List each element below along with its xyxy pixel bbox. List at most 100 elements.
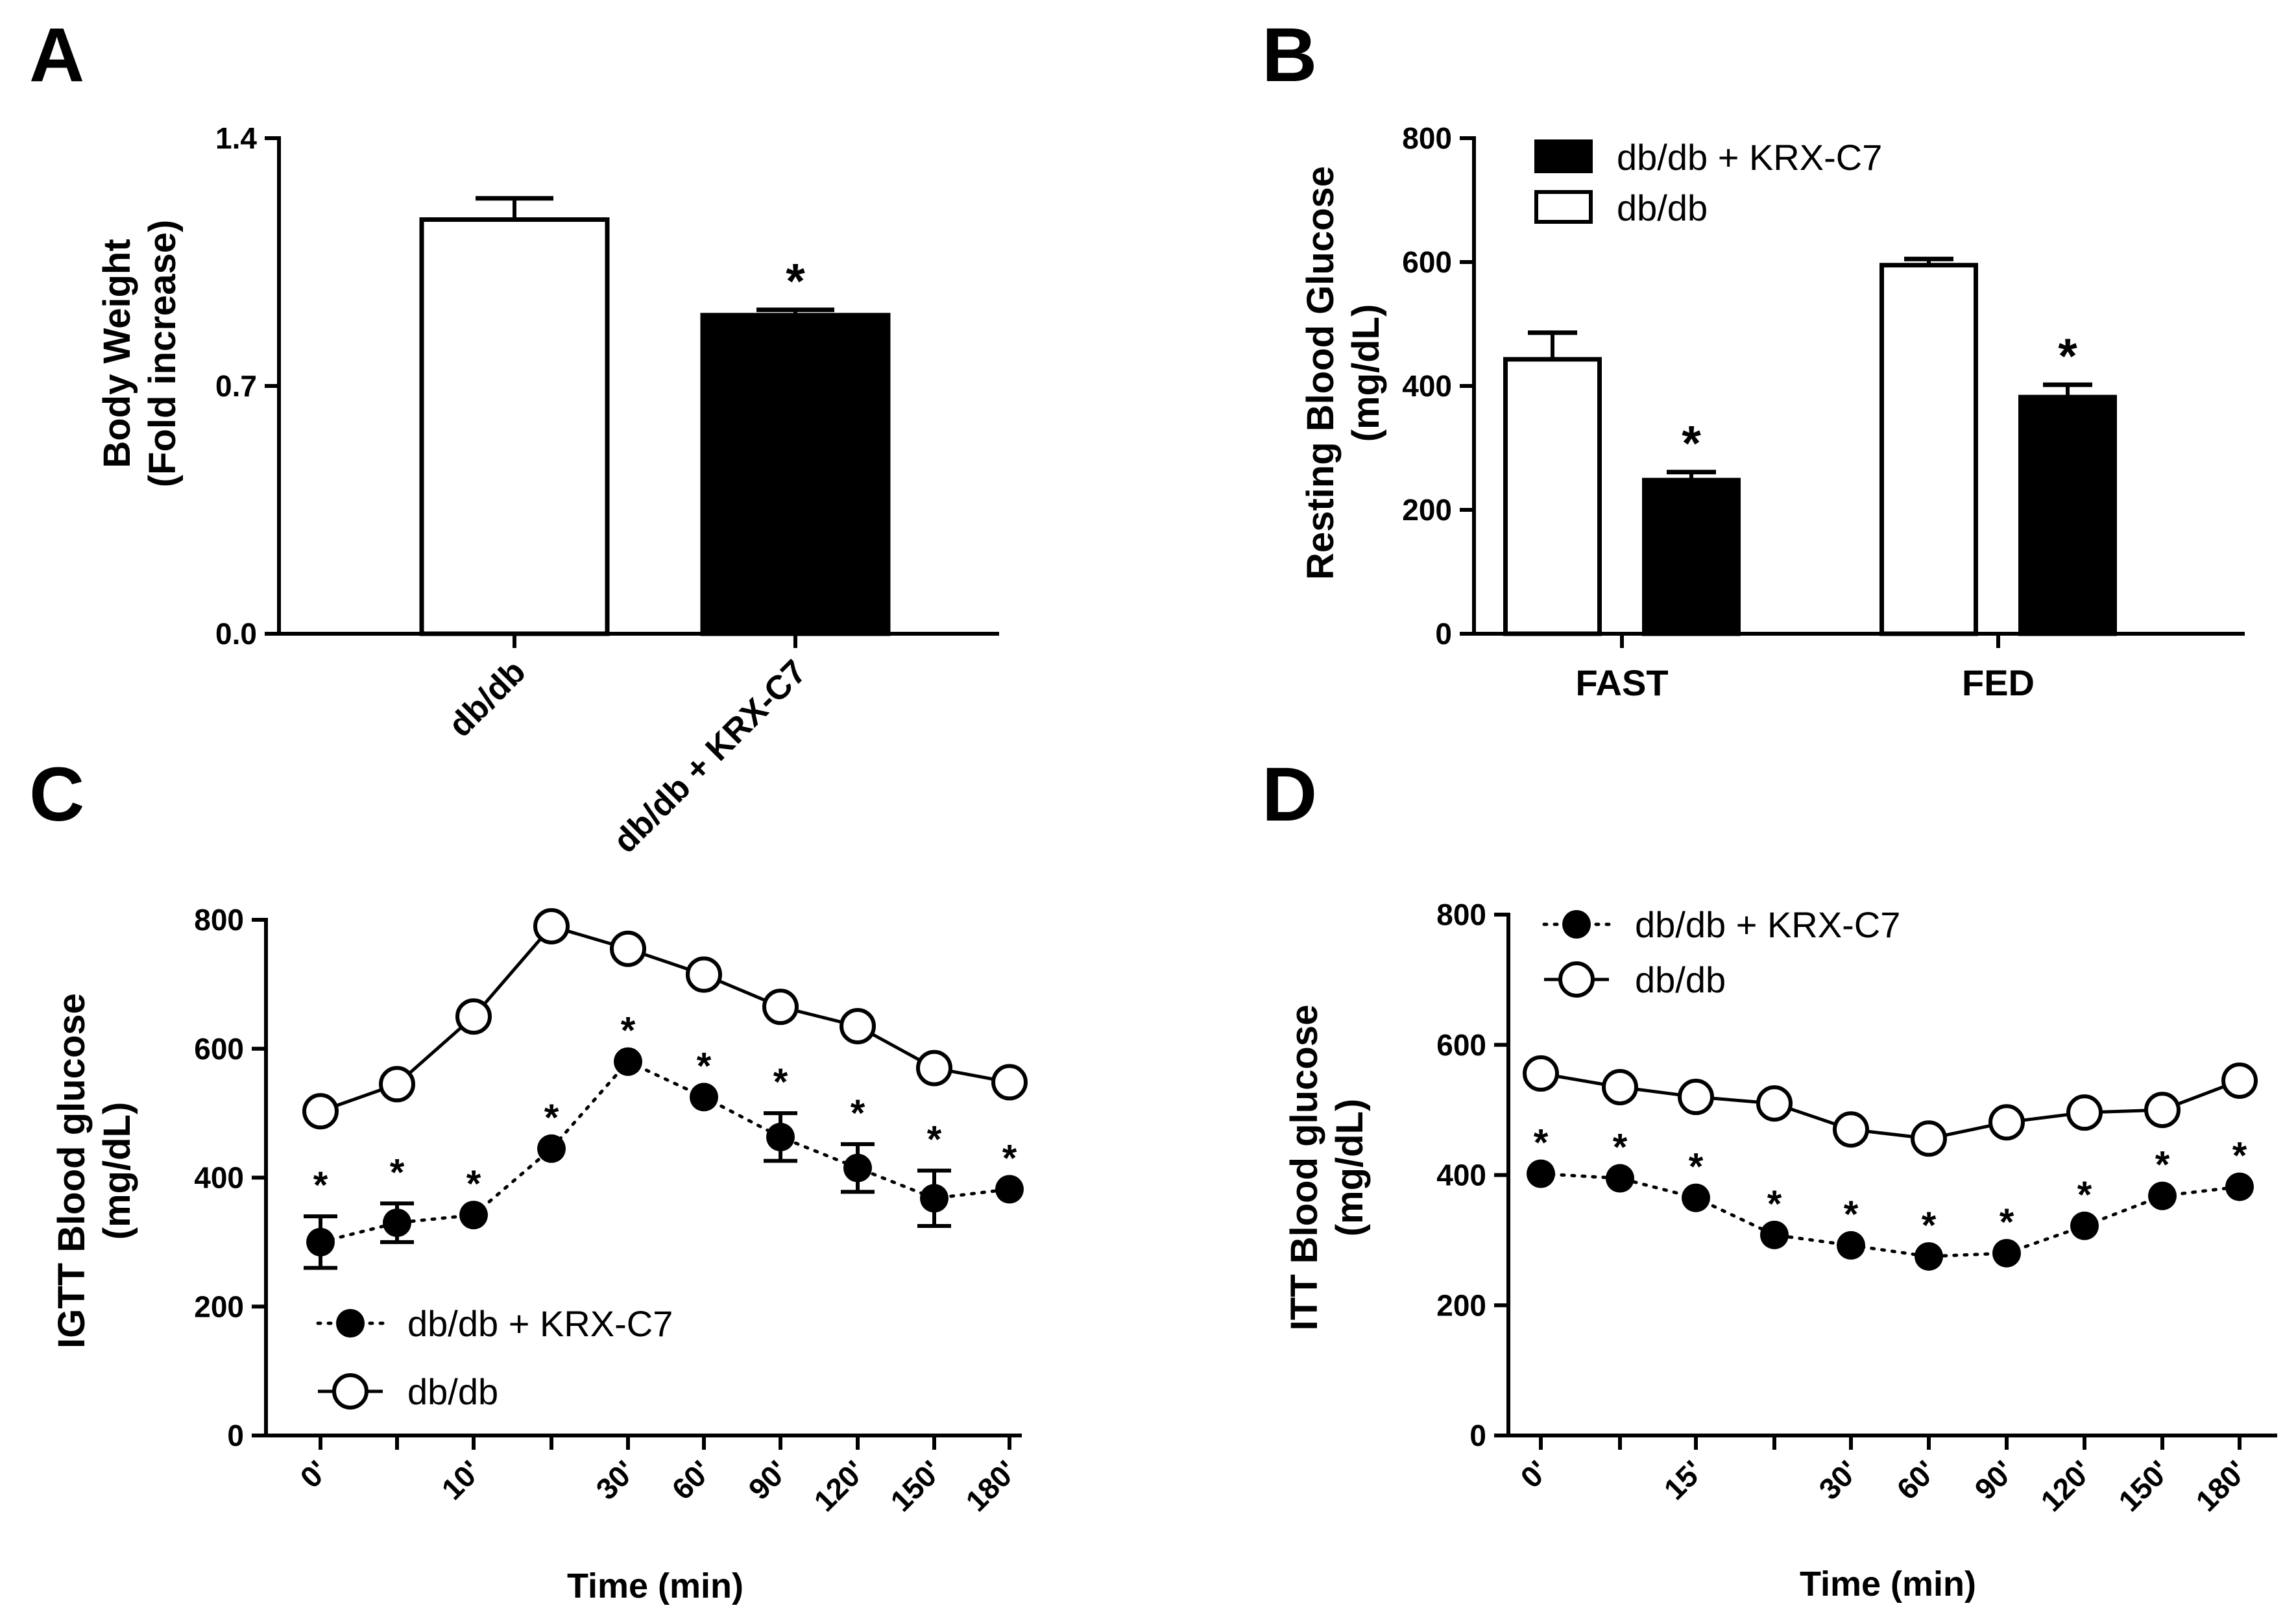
panel-b-legend-label-1: db/db + KRX-C7 bbox=[1617, 137, 1882, 178]
panel-c-y-tick-label: 400 bbox=[194, 1161, 244, 1195]
significance-star: * bbox=[773, 1061, 788, 1103]
significance-star: * bbox=[2155, 1144, 2170, 1186]
data-point-control bbox=[455, 998, 492, 1035]
panel-c-x-label: Time (min) bbox=[567, 1567, 743, 1605]
data-point-control bbox=[2066, 1094, 2103, 1131]
data-point-control bbox=[762, 989, 799, 1026]
data-point-control bbox=[2144, 1092, 2181, 1129]
panel-c-marks: * * * * * * * * * * bbox=[302, 907, 1028, 1270]
legend-marker-treated bbox=[336, 1309, 365, 1338]
legend-swatch-control bbox=[1534, 190, 1593, 224]
significance-star: * bbox=[851, 1092, 865, 1135]
data-point-control bbox=[1756, 1085, 1793, 1122]
panel-b-category-label: FED bbox=[1962, 662, 2035, 703]
panel-d-x-tick-label: 0' bbox=[1514, 1454, 1554, 1495]
panel-d-legend-label-1: db/db + KRX-C7 bbox=[1635, 904, 1900, 945]
panel-c-x-tick-label: 10' bbox=[435, 1454, 487, 1506]
significance-star: * bbox=[1767, 1183, 1782, 1225]
panel-d: D ITT Blood glucose (mg/dL) Time (min) 0… bbox=[1262, 752, 2277, 1603]
panel-b-y-tick-label: 800 bbox=[1402, 121, 1452, 155]
panel-c-series-line-treated bbox=[319, 1059, 1011, 1244]
data-point-control bbox=[1911, 1120, 1947, 1157]
panel-c-y-label-line1: IGTT Blood glucose bbox=[51, 993, 93, 1349]
data-point-control bbox=[610, 930, 646, 967]
panel-c-y-tick-label: 0 bbox=[227, 1419, 244, 1452]
panel-a-category-label: db/db bbox=[441, 653, 533, 744]
panel-d-marks: * * * * * * * * * * bbox=[1523, 1055, 2258, 1271]
panel-c-y-tick-label: 800 bbox=[194, 903, 244, 937]
panel-c-x-tick-label: 90' bbox=[742, 1454, 794, 1506]
panel-b-y-tick-label: 400 bbox=[1402, 369, 1452, 403]
panel-d-legend: db/db + KRX-C7 db/db bbox=[1542, 904, 1900, 1000]
data-point-treated bbox=[1682, 1183, 1710, 1212]
data-point-treated bbox=[1915, 1242, 1943, 1271]
data-point-control bbox=[379, 1066, 415, 1103]
legend-marker-treated bbox=[1562, 910, 1591, 939]
data-point-treated bbox=[1837, 1231, 1865, 1260]
panel-a-y-tick-label: 1.4 bbox=[215, 121, 257, 155]
panel-d-y-label-line1: ITT Blood glucose bbox=[1283, 1005, 1325, 1331]
panel-d-x-tick-label: 150' bbox=[2112, 1454, 2176, 1518]
panel-d-x-label: Time (min) bbox=[1800, 1565, 1976, 1603]
significance-star: * bbox=[2232, 1135, 2247, 1177]
data-point-treated bbox=[995, 1175, 1024, 1204]
data-point-control bbox=[1523, 1055, 1559, 1092]
panel-c: C IGTT Blood glucose (mg/dL) Time (min) … bbox=[29, 752, 1028, 1605]
significance-star: * bbox=[466, 1163, 481, 1205]
panel-a: A Body Weight (Fold increase) 0.0 0.7 1.4 d… bbox=[29, 12, 999, 860]
panel-d-x-tick-label: 30' bbox=[1812, 1454, 1865, 1506]
data-point-control bbox=[840, 1007, 876, 1044]
data-point-control bbox=[533, 907, 570, 944]
data-point-control bbox=[2221, 1062, 2258, 1099]
significance-star: * bbox=[544, 1097, 559, 1139]
panel-d-x-tick-label: 15' bbox=[1657, 1454, 1710, 1506]
data-point-treated bbox=[690, 1083, 718, 1112]
panel-b-label: B bbox=[1262, 12, 1317, 98]
significance-star: * bbox=[313, 1164, 328, 1207]
data-point-treated bbox=[2070, 1211, 2099, 1240]
panel-c-y-tick-label: 600 bbox=[194, 1032, 244, 1066]
significance-star: * bbox=[1682, 416, 1701, 472]
panel-b-y-tick-label: 0 bbox=[1435, 617, 1452, 651]
data-point-treated bbox=[537, 1134, 566, 1163]
panel-d-series-line-treated bbox=[1539, 1171, 2242, 1258]
panel-c-y-label-line2: (mg/dL) bbox=[96, 1102, 138, 1240]
significance-star: * bbox=[2000, 1201, 2014, 1243]
panel-c-x-tick-label: 60' bbox=[665, 1454, 718, 1506]
significance-star: * bbox=[1613, 1127, 1628, 1169]
panel-d-label: D bbox=[1262, 752, 1317, 837]
data-point-treated bbox=[2148, 1181, 2177, 1210]
data-point-treated bbox=[1527, 1159, 1555, 1188]
bar bbox=[700, 313, 891, 636]
data-point-treated bbox=[766, 1122, 795, 1151]
data-point-treated bbox=[459, 1201, 488, 1230]
significance-star: * bbox=[1534, 1122, 1549, 1164]
panel-c-x-tick-label: 120' bbox=[807, 1454, 871, 1518]
legend-marker-control bbox=[1558, 961, 1595, 998]
bar bbox=[2018, 394, 2117, 636]
panel-d-legend-label-2: db/db bbox=[1635, 959, 1726, 1000]
data-point-control bbox=[302, 1093, 339, 1130]
panel-b-legend: db/db + KRX-C7 db/db bbox=[1534, 137, 1882, 228]
data-point-treated bbox=[2225, 1172, 2254, 1201]
panel-d-x-tick-label: 90' bbox=[1968, 1454, 2020, 1506]
significance-star: * bbox=[2058, 329, 2077, 384]
panel-d-y-tick-label: 600 bbox=[1436, 1028, 1486, 1062]
significance-star: * bbox=[1689, 1146, 1704, 1188]
data-point-control bbox=[991, 1064, 1028, 1101]
panel-b-marks: ** bbox=[1503, 256, 2117, 636]
panel-c-x-tick-label: 30' bbox=[589, 1454, 642, 1506]
data-point-treated bbox=[306, 1227, 335, 1256]
panel-b-y-label-line2: (mg/dL) bbox=[1345, 304, 1387, 442]
legend-swatch-treated bbox=[1534, 139, 1593, 173]
panel-a-y-label-line2: (Fold increase) bbox=[141, 220, 184, 488]
data-point-control bbox=[1988, 1104, 2025, 1141]
panel-c-legend: db/db + KRX-C7 db/db bbox=[316, 1303, 673, 1412]
data-point-treated bbox=[614, 1047, 642, 1076]
bar bbox=[1879, 263, 1978, 636]
significance-star: * bbox=[1922, 1205, 1937, 1247]
panel-c-x-tick-label: 0' bbox=[293, 1454, 334, 1495]
panel-a-category-label: db/db + KRX-C7 bbox=[607, 653, 814, 860]
panel-d-x-tick-label: 120' bbox=[2034, 1454, 2098, 1518]
